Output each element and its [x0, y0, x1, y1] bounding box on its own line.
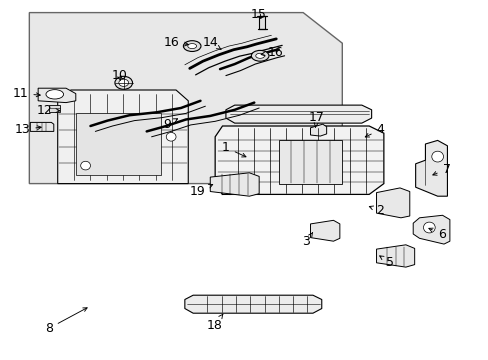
Bar — [76, 113, 161, 175]
Polygon shape — [415, 140, 447, 196]
Text: 3: 3 — [302, 233, 312, 248]
Text: 12: 12 — [37, 104, 60, 117]
Polygon shape — [215, 126, 383, 194]
Ellipse shape — [251, 50, 268, 61]
Text: 15: 15 — [250, 8, 265, 21]
Ellipse shape — [119, 79, 128, 86]
Text: 8: 8 — [45, 308, 87, 335]
Polygon shape — [30, 122, 54, 131]
Text: 4: 4 — [365, 123, 384, 137]
Ellipse shape — [166, 132, 176, 141]
Bar — [278, 140, 342, 184]
Polygon shape — [376, 245, 414, 267]
Bar — [49, 105, 60, 112]
Ellipse shape — [423, 222, 434, 233]
Text: 14: 14 — [202, 36, 221, 49]
Ellipse shape — [187, 44, 196, 49]
Polygon shape — [38, 88, 76, 103]
Ellipse shape — [431, 151, 443, 162]
Text: 5: 5 — [379, 256, 393, 269]
Text: 1: 1 — [222, 141, 245, 157]
Text: 11: 11 — [13, 87, 40, 100]
Ellipse shape — [183, 41, 201, 51]
Text: 17: 17 — [308, 111, 324, 127]
Polygon shape — [184, 295, 321, 313]
Ellipse shape — [81, 161, 90, 170]
Text: 7: 7 — [432, 163, 449, 176]
Text: 9: 9 — [163, 118, 177, 131]
Ellipse shape — [255, 53, 264, 58]
Ellipse shape — [46, 90, 63, 99]
Text: 18: 18 — [206, 314, 223, 332]
Polygon shape — [310, 220, 339, 241]
Text: 16: 16 — [163, 36, 188, 49]
Polygon shape — [58, 90, 188, 184]
Polygon shape — [376, 188, 409, 218]
Polygon shape — [412, 215, 449, 244]
Text: 10: 10 — [111, 69, 127, 82]
Text: 6: 6 — [428, 228, 445, 240]
Ellipse shape — [115, 76, 132, 89]
Polygon shape — [225, 105, 371, 123]
Bar — [259, 16, 264, 29]
Text: 19: 19 — [189, 184, 212, 198]
Polygon shape — [310, 124, 326, 136]
Text: 16: 16 — [261, 46, 283, 59]
Polygon shape — [29, 13, 342, 184]
Text: 2: 2 — [368, 204, 384, 217]
Text: 13: 13 — [15, 123, 41, 136]
Polygon shape — [210, 173, 259, 196]
